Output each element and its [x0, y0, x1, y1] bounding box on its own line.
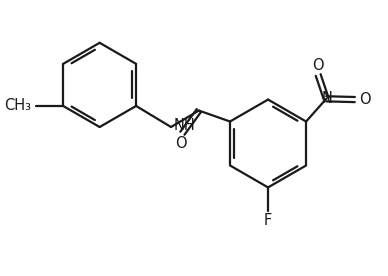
Text: CH₃: CH₃: [4, 99, 31, 113]
Text: O: O: [359, 92, 371, 107]
Text: O: O: [312, 58, 324, 73]
Text: O: O: [175, 136, 186, 151]
Text: F: F: [264, 213, 272, 228]
Text: N: N: [322, 91, 333, 106]
Text: NH: NH: [174, 118, 196, 133]
